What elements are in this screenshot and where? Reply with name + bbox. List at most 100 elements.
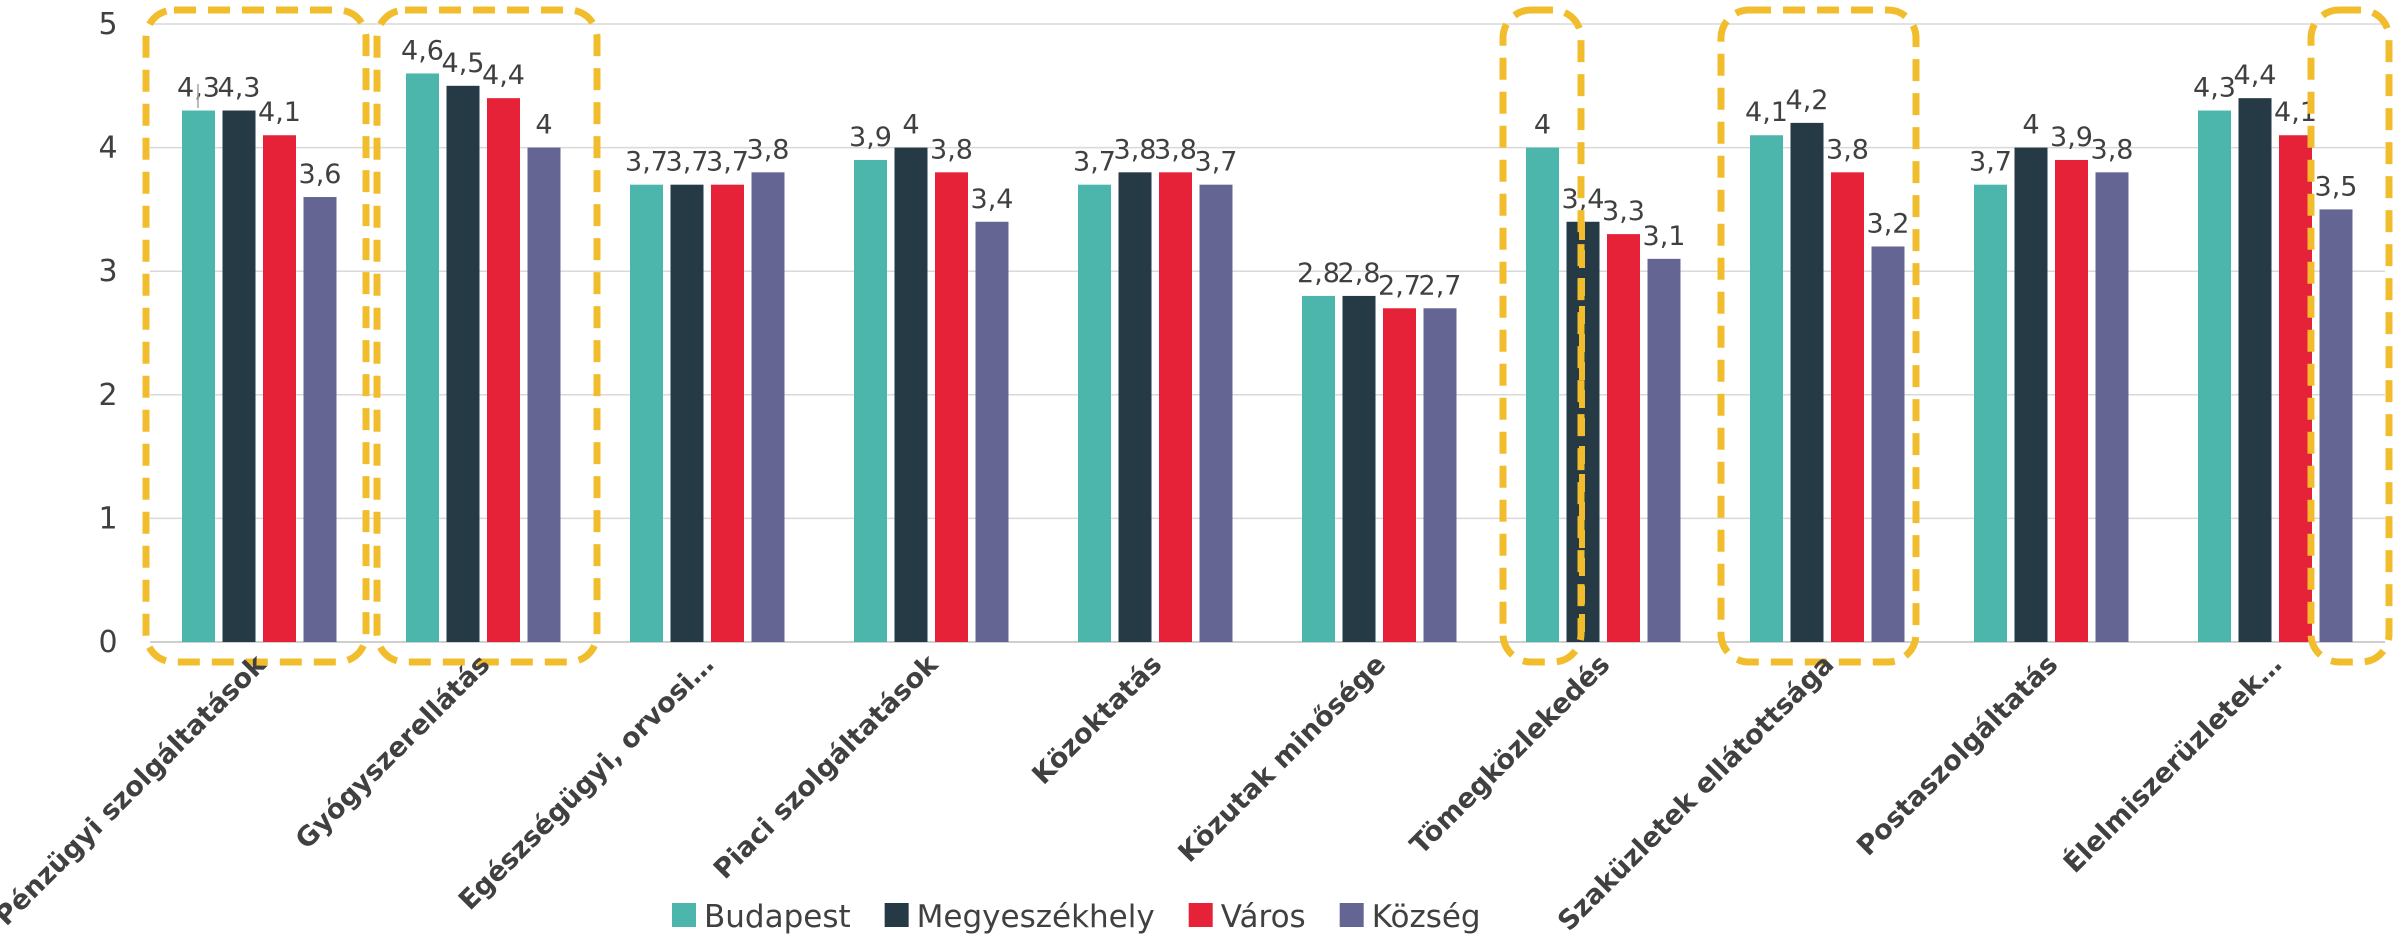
highlight-box bbox=[373, 6, 601, 666]
data-label: 3,8 bbox=[930, 134, 973, 165]
data-label: 4,5 bbox=[442, 48, 485, 79]
legend-label: Budapest bbox=[704, 899, 851, 935]
highlight-box bbox=[1499, 6, 1585, 666]
bar bbox=[1790, 122, 1824, 642]
data-label: 4,3 bbox=[2193, 73, 2236, 104]
bar bbox=[1871, 246, 1905, 643]
data-label: 4,3 bbox=[218, 73, 261, 104]
category-label: Közutak minősége bbox=[1173, 649, 1393, 869]
data-label: 4,4 bbox=[2234, 60, 2277, 91]
legend-swatch bbox=[1188, 903, 1213, 927]
bar bbox=[263, 135, 296, 643]
y-tick-label: 1 bbox=[98, 501, 117, 536]
data-label: 3,3 bbox=[1602, 196, 1645, 227]
bar bbox=[1423, 308, 1457, 642]
category-label: Gyógyszerellátás bbox=[290, 649, 496, 855]
y-axis: 0 1 2 3 4 5 bbox=[98, 7, 117, 660]
highlight-box bbox=[2307, 6, 2393, 666]
data-label: 2,8 bbox=[1338, 258, 1381, 289]
bar bbox=[1383, 308, 1416, 642]
bar bbox=[1078, 184, 1111, 642]
category-label: Postaszolgáltatás bbox=[1851, 649, 2064, 862]
data-label: 3,9 bbox=[2050, 122, 2093, 153]
bar bbox=[854, 159, 887, 642]
legend-swatch bbox=[672, 903, 696, 927]
legend-label: Község bbox=[1372, 899, 1481, 935]
bar bbox=[406, 73, 439, 642]
data-label: 3,8 bbox=[1154, 134, 1197, 165]
legend: Budapest Megyeszékhely Város Község bbox=[672, 899, 1481, 935]
y-tick-label: 0 bbox=[98, 625, 117, 660]
bar bbox=[670, 184, 704, 642]
highlight-box bbox=[142, 6, 370, 666]
highlight-box bbox=[1717, 6, 1920, 666]
data-label: 4,1 bbox=[258, 97, 301, 128]
gridlines bbox=[150, 23, 2385, 643]
data-label: 2,7 bbox=[1378, 270, 1421, 301]
data-label: 3,7 bbox=[666, 147, 709, 178]
bar bbox=[751, 172, 785, 642]
bar bbox=[2055, 159, 2088, 642]
data-label: 2,8 bbox=[1297, 258, 1340, 289]
data-label: 4 bbox=[1534, 110, 1551, 141]
data-label: 3,7 bbox=[625, 147, 668, 178]
x-axis: Pénzügyi szolgáltatások GyógyszerellátásE… bbox=[0, 648, 2288, 937]
bar bbox=[1526, 147, 1559, 642]
data-label: 3,2 bbox=[1867, 208, 1910, 239]
bar bbox=[1118, 172, 1152, 642]
bar bbox=[1974, 184, 2007, 642]
bar bbox=[2319, 209, 2353, 642]
data-label: 2,7 bbox=[1419, 270, 1462, 301]
data-labels: 4,34,34,13,64,64,54,443,73,73,73,8 3,9 43,… bbox=[177, 35, 2357, 301]
bar bbox=[1199, 184, 1233, 642]
category-label: Egészségügyi, orvosi… bbox=[453, 649, 720, 916]
data-label: 3,7 bbox=[1969, 147, 2012, 178]
category-label: Szaküzletek ellátottsága bbox=[1552, 649, 1840, 937]
highlight-boxes bbox=[142, 6, 2393, 666]
bar bbox=[2198, 110, 2231, 642]
data-label: 3,6 bbox=[299, 159, 342, 190]
data-label: 3,8 bbox=[2091, 134, 2134, 165]
data-label: 3,8 bbox=[1826, 134, 1869, 165]
category-label: Pénzügyi szolgáltatások bbox=[0, 648, 273, 932]
data-label: 4,4 bbox=[482, 60, 525, 91]
bar bbox=[487, 98, 520, 642]
category-label: Tömegközlekedés bbox=[1404, 649, 1616, 861]
data-label: 4,6 bbox=[401, 35, 444, 66]
legend-swatch bbox=[884, 903, 909, 927]
bar bbox=[303, 197, 337, 643]
bar bbox=[975, 221, 1009, 642]
data-label: 3,7 bbox=[1195, 147, 1238, 178]
category-label: Piaci szolgáltatások bbox=[708, 648, 945, 885]
bars bbox=[182, 73, 2353, 643]
data-label: 3,1 bbox=[1643, 221, 1686, 252]
data-label: 4 bbox=[535, 110, 552, 141]
bar bbox=[1647, 258, 1681, 642]
data-label: 3,9 bbox=[849, 122, 892, 153]
data-label: 3,5 bbox=[2315, 171, 2358, 202]
bar bbox=[1607, 234, 1640, 642]
y-tick-label: 4 bbox=[98, 131, 117, 166]
legend-label: Város bbox=[1221, 899, 1306, 935]
legend-label: Megyeszékhely bbox=[917, 899, 1155, 935]
y-tick-label: 5 bbox=[98, 7, 117, 42]
bar bbox=[1342, 295, 1376, 642]
data-label: 3,7 bbox=[1073, 147, 1116, 178]
data-label: 3,8 bbox=[1114, 134, 1157, 165]
legend-swatch bbox=[1339, 903, 1364, 927]
y-tick-label: 3 bbox=[98, 254, 117, 289]
data-label: 4,1 bbox=[1745, 97, 1788, 128]
bar bbox=[222, 110, 256, 642]
bar bbox=[711, 184, 744, 642]
bar bbox=[446, 85, 480, 643]
data-label: 3,8 bbox=[747, 134, 790, 165]
bar bbox=[935, 172, 968, 642]
category-label: Élelmiszerüzletek… bbox=[2057, 648, 2288, 879]
bar bbox=[2014, 147, 2048, 642]
bar bbox=[1831, 172, 1864, 642]
bar bbox=[527, 147, 561, 642]
category-label: Közoktatás bbox=[1026, 649, 1168, 791]
data-label: 4 bbox=[2022, 110, 2039, 141]
y-tick-label: 2 bbox=[98, 378, 117, 413]
